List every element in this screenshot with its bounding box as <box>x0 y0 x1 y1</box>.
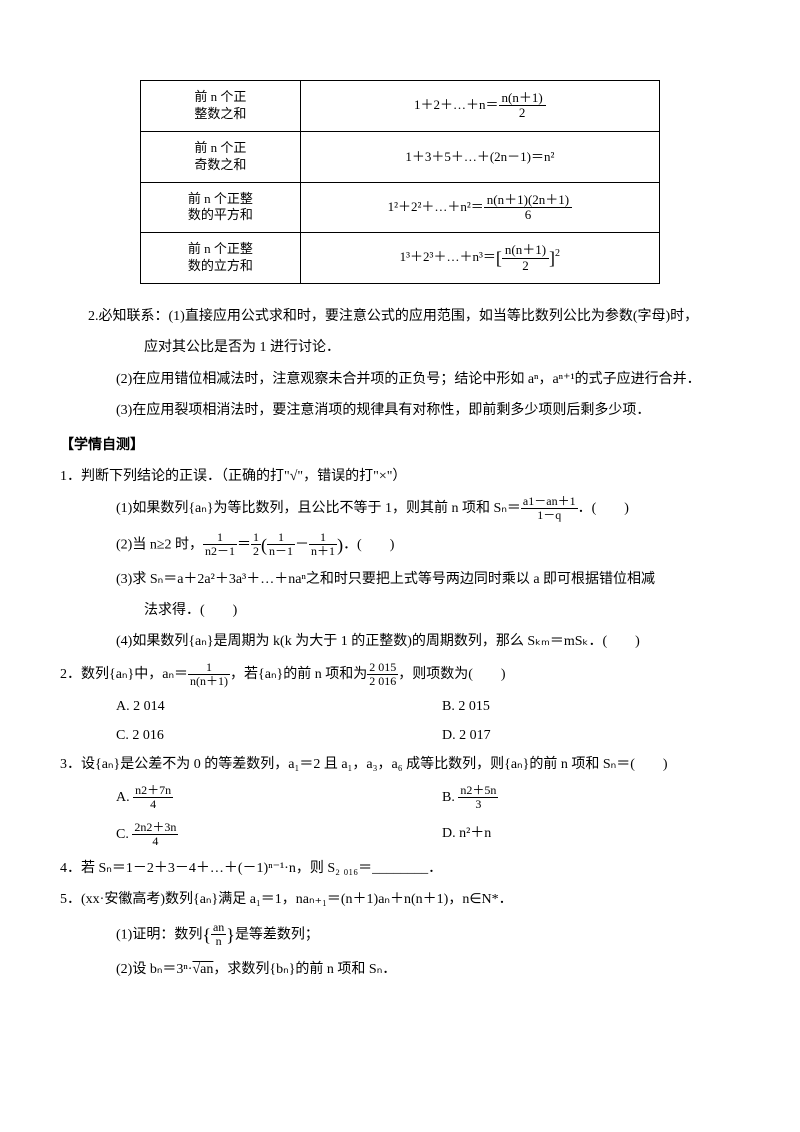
option-a: A. n2＋7n4 <box>60 784 414 811</box>
question-intro: 1．判断下列结论的正误．（正确的打"√"，错误的打"×"） <box>60 464 740 489</box>
cell-label: 前 n 个正整 数的平方和 <box>141 182 301 233</box>
question-intro: 2．数列{aₙ}中，aₙ＝1n(n＋1)，若{aₙ}的前 n 项和为2 0152… <box>60 661 740 688</box>
tip-text: (3)在应用裂项相消法时，要注意消项的规律具有对称性，即前剩多少项则后剩多少项． <box>60 398 740 423</box>
question-item: (1)证明：数列{ann}是等差数列； <box>60 919 740 951</box>
table-row: 前 n 个正整 数的平方和 1²＋2²＋…＋n²＝n(n＋1)(2n＋1)6 <box>141 182 660 233</box>
option-row: C. 2n2＋3n4 D. n²＋n <box>60 821 740 848</box>
question-item-cont: 法求得．( ) <box>60 598 740 623</box>
option-d: D. n²＋n <box>414 821 740 848</box>
option-a: A. 2 014 <box>60 694 414 719</box>
tip-text: 2.必知联系：(1)直接应用公式求和时，要注意公式的应用范围，如当等比数列公比为… <box>60 304 740 329</box>
tip-text: 应对其公比是否为 1 进行讨论． <box>60 335 740 360</box>
cell-formula: 1＋2＋…＋n＝n(n＋1)2 <box>300 81 659 132</box>
option-c: C. 2n2＋3n4 <box>60 821 414 848</box>
question-item: (1)如果数列{aₙ}为等比数列，且公比不等于 1，则其前 n 项和 Sₙ＝a1… <box>60 495 740 522</box>
table-row: 前 n 个正 奇数之和 1＋3＋5＋…＋(2n－1)＝n² <box>141 131 660 182</box>
question-item: (2)设 bₙ＝3ⁿ·√an，求数列{bₙ}的前 n 项和 Sₙ． <box>60 957 740 982</box>
question-item: (2)当 n≥2 时，1n2－1＝12(1n－1－1n＋1)．( ) <box>60 529 740 561</box>
cell-label: 前 n 个正 奇数之和 <box>141 131 301 182</box>
section-title: 【学情自测】 <box>60 433 740 458</box>
cell-formula: 1²＋2²＋…＋n²＝n(n＋1)(2n＋1)6 <box>300 182 659 233</box>
formula-table: 前 n 个正 整数之和 1＋2＋…＋n＝n(n＋1)2 前 n 个正 奇数之和 … <box>140 80 660 284</box>
cell-label: 前 n 个正 整数之和 <box>141 81 301 132</box>
option-row: C. 2 016 D. 2 017 <box>60 723 740 748</box>
question-item: (3)求 Sₙ＝a＋2a²＋3a³＋…＋naⁿ之和时只要把上式等号两边同时乘以 … <box>60 567 740 592</box>
option-c: C. 2 016 <box>60 723 414 748</box>
option-row: A. n2＋7n4 B. n2＋5n3 <box>60 784 740 811</box>
question-intro: 4．若 Sₙ＝1－2＋3－4＋…＋(－1)ⁿ⁻¹·n，则 S₂ ₀₁₆＝____… <box>60 856 740 881</box>
table-row: 前 n 个正 整数之和 1＋2＋…＋n＝n(n＋1)2 <box>141 81 660 132</box>
question-intro: 5．(xx·安徽高考)数列{aₙ}满足 a₁＝1，naₙ₊₁＝(n＋1)aₙ＋n… <box>60 887 740 912</box>
option-d: D. 2 017 <box>414 723 740 748</box>
cell-formula: 1³＋2³＋…＋n³＝[n(n＋1)2]2 <box>300 233 659 284</box>
cell-formula: 1＋3＋5＋…＋(2n－1)＝n² <box>300 131 659 182</box>
option-b: B. 2 015 <box>414 694 740 719</box>
option-b: B. n2＋5n3 <box>414 784 740 811</box>
option-row: A. 2 014 B. 2 015 <box>60 694 740 719</box>
question-item: (4)如果数列{aₙ}是周期为 k(k 为大于 1 的正整数)的周期数列，那么 … <box>60 629 740 654</box>
cell-label: 前 n 个正整 数的立方和 <box>141 233 301 284</box>
tip-text: (2)在应用错位相减法时，注意观察未合并项的正负号；结论中形如 aⁿ，aⁿ⁺¹的… <box>60 367 740 392</box>
question-intro: 3．设{aₙ}是公差不为 0 的等差数列，a₁＝2 且 a₁，a₃，a₆ 成等比… <box>60 752 740 777</box>
table-row: 前 n 个正整 数的立方和 1³＋2³＋…＋n³＝[n(n＋1)2]2 <box>141 233 660 284</box>
